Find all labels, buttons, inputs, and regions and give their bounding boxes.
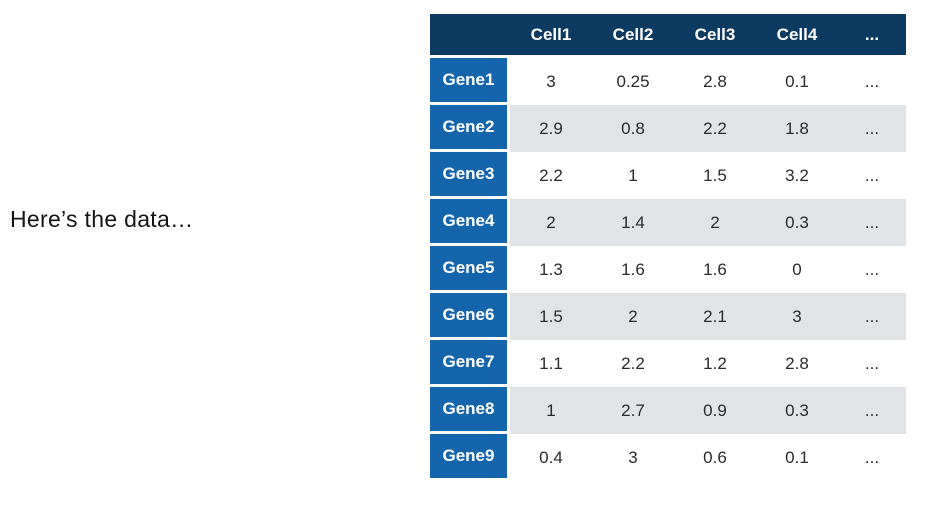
column-header: Cell1 xyxy=(510,14,592,58)
table-cell: 2 xyxy=(592,293,674,340)
table-cell: 2.8 xyxy=(756,340,838,387)
table-cell: 3.2 xyxy=(756,152,838,199)
table-cell: 0.6 xyxy=(674,434,756,481)
table-cell: 0.9 xyxy=(674,387,756,434)
table-cell: 2.2 xyxy=(592,340,674,387)
table-cell: 2.1 xyxy=(674,293,756,340)
table-cell: 1 xyxy=(510,387,592,434)
row-label: Gene8 xyxy=(430,387,510,434)
table-cell: 2.2 xyxy=(674,105,756,152)
table-row: Gene8 1 2.7 0.9 0.3... xyxy=(430,387,906,434)
table-row: Gene7 1.1 2.2 1.2 2.8... xyxy=(430,340,906,387)
table-cell: 2.7 xyxy=(592,387,674,434)
table-row: Gene3 2.2 1 1.5 3.2... xyxy=(430,152,906,199)
table-cell-ellipsis: ... xyxy=(838,246,906,293)
table-cell: 0.3 xyxy=(756,387,838,434)
table-cell: 0.25 xyxy=(592,58,674,105)
table-cell: 0.3 xyxy=(756,199,838,246)
table-cell: 0.1 xyxy=(756,58,838,105)
table-cell: 1.5 xyxy=(510,293,592,340)
table-cell-ellipsis: ... xyxy=(838,434,906,481)
table-row: Gene1 3 0.25 2.8 0.1... xyxy=(430,58,906,105)
table-cell: 2 xyxy=(510,199,592,246)
table-cell-ellipsis: ... xyxy=(838,105,906,152)
table-cell-ellipsis: ... xyxy=(838,293,906,340)
row-label: Gene2 xyxy=(430,105,510,152)
column-header-ellipsis: ... xyxy=(838,14,906,58)
table-cell: 2.8 xyxy=(674,58,756,105)
table-cell-ellipsis: ... xyxy=(838,199,906,246)
table-row: Gene6 1.5 2 2.1 3... xyxy=(430,293,906,340)
data-table: Cell1 Cell2 Cell3 Cell4 ... Gene1 3 0.25 2.… xyxy=(430,14,906,481)
header-row: Cell1 Cell2 Cell3 Cell4 ... xyxy=(430,14,906,58)
row-label: Gene9 xyxy=(430,434,510,481)
table-cell: 1.5 xyxy=(674,152,756,199)
table-cell: 1.2 xyxy=(674,340,756,387)
table-cell: 3 xyxy=(510,58,592,105)
table-cell: 0 xyxy=(756,246,838,293)
table-header: Cell1 Cell2 Cell3 Cell4 ... xyxy=(430,14,906,58)
row-label: Gene1 xyxy=(430,58,510,105)
row-label: Gene6 xyxy=(430,293,510,340)
table-body: Gene1 3 0.25 2.8 0.1... Gene2 2.9 0.8 2.2 1.8... G… xyxy=(430,58,906,481)
slide-caption: Here’s the data… xyxy=(10,206,194,232)
table-cell: 1.3 xyxy=(510,246,592,293)
table-cell-ellipsis: ... xyxy=(838,152,906,199)
row-label: Gene7 xyxy=(430,340,510,387)
table-cell: 1 xyxy=(592,152,674,199)
table-row: Gene2 2.9 0.8 2.2 1.8... xyxy=(430,105,906,152)
corner-cell xyxy=(430,14,510,58)
table-cell-ellipsis: ... xyxy=(838,340,906,387)
table-cell: 1.1 xyxy=(510,340,592,387)
table-cell: 0.4 xyxy=(510,434,592,481)
row-label: Gene4 xyxy=(430,199,510,246)
table-cell: 0.8 xyxy=(592,105,674,152)
table-cell: 1.4 xyxy=(592,199,674,246)
table-row: Gene9 0.4 3 0.6 0.1... xyxy=(430,434,906,481)
table-cell-ellipsis: ... xyxy=(838,58,906,105)
row-label: Gene5 xyxy=(430,246,510,293)
column-header: Cell3 xyxy=(674,14,756,58)
table-row: Gene4 2 1.4 2 0.3... xyxy=(430,199,906,246)
table-cell: 2.2 xyxy=(510,152,592,199)
table-cell: 1.6 xyxy=(592,246,674,293)
table-row: Gene5 1.3 1.6 1.6 0... xyxy=(430,246,906,293)
table-cell-ellipsis: ... xyxy=(838,387,906,434)
table-cell: 2.9 xyxy=(510,105,592,152)
table-cell: 3 xyxy=(756,293,838,340)
column-header: Cell2 xyxy=(592,14,674,58)
table-cell: 1.8 xyxy=(756,105,838,152)
table-cell: 2 xyxy=(674,199,756,246)
table-cell: 1.6 xyxy=(674,246,756,293)
column-header: Cell4 xyxy=(756,14,838,58)
table-cell: 0.1 xyxy=(756,434,838,481)
table-cell: 3 xyxy=(592,434,674,481)
row-label: Gene3 xyxy=(430,152,510,199)
